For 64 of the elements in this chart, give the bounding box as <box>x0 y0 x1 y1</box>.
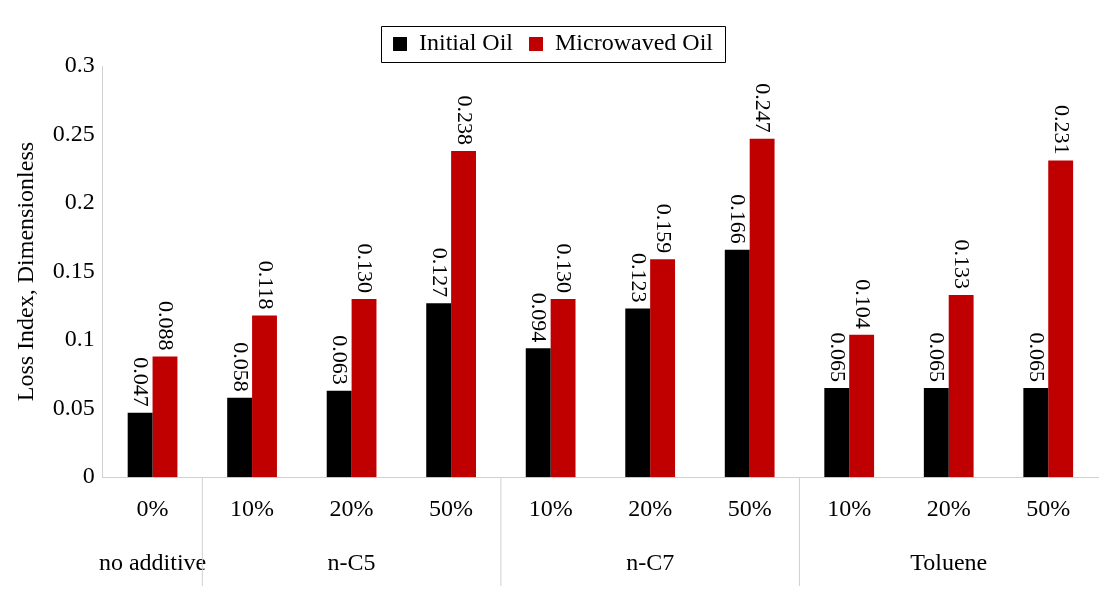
x-tick-label: 10% <box>528 494 573 521</box>
bar <box>426 303 452 478</box>
data-label: 0.118 <box>253 260 279 310</box>
data-label: 0.094 <box>527 292 553 343</box>
y-tick-label: 0 <box>82 462 95 489</box>
data-label: 0.063 <box>328 335 354 385</box>
bar <box>625 308 651 478</box>
y-tick-label: 0.1 <box>64 325 95 352</box>
x-tick-label: 10% <box>230 494 275 521</box>
bar <box>1048 160 1074 478</box>
bar <box>351 299 377 478</box>
text: Toluene <box>910 549 988 576</box>
data-label: 0.058 <box>228 342 254 392</box>
x-tick-label: 20% <box>628 494 673 521</box>
data-label: 0.065 <box>925 332 951 383</box>
bar <box>252 315 277 478</box>
bar <box>749 138 775 478</box>
bar <box>724 249 750 478</box>
x-tick-label: 20% <box>926 494 971 521</box>
text: n-C5 <box>327 549 376 576</box>
data-label: 0.127 <box>427 247 453 298</box>
data-label: 0.231 <box>1049 105 1075 155</box>
x-tick-label: 0% <box>136 494 169 521</box>
text: n-C7 <box>626 549 675 576</box>
data-label: 0.133 <box>950 239 976 289</box>
data-label: 0.088 <box>154 301 180 351</box>
bar <box>550 299 576 478</box>
data-label: 0.047 <box>129 357 155 407</box>
text: no additive <box>98 549 207 576</box>
bar <box>525 348 551 478</box>
x-tick-label: 50% <box>1026 494 1071 521</box>
data-label: 0.159 <box>651 203 677 254</box>
bar <box>824 388 850 478</box>
bar <box>326 390 352 478</box>
data-label: 0.065 <box>1025 332 1051 383</box>
bar <box>127 412 153 478</box>
data-label: 0.247 <box>751 83 777 133</box>
bar <box>451 150 476 478</box>
bar <box>650 259 676 478</box>
y-tick-label: 0.3 <box>64 51 95 78</box>
x-tick-label: 10% <box>827 494 872 521</box>
data-label: 0.130 <box>552 243 578 294</box>
data-label: 0.123 <box>626 253 652 303</box>
data-label: 0.130 <box>353 243 379 294</box>
y-axis-title: Loss Index, Dimensionless <box>11 141 38 402</box>
x-tick-label: 50% <box>727 494 772 521</box>
y-tick-label: 0.15 <box>52 256 95 283</box>
y-tick-label: 0.25 <box>52 119 95 146</box>
data-label: 0.065 <box>825 332 851 383</box>
bar <box>152 356 178 478</box>
bar <box>948 294 974 478</box>
data-label: 0.238 <box>452 95 478 145</box>
bar <box>1023 388 1049 478</box>
x-tick-label: 20% <box>329 494 374 521</box>
bar <box>227 397 253 478</box>
y-tick-label: 0.05 <box>52 393 95 420</box>
y-tick-label: 0.2 <box>64 188 95 215</box>
x-tick-label: 50% <box>429 494 474 521</box>
legend-label: Initial Oil <box>419 29 514 56</box>
legend-label: Microwaved Oil <box>555 29 714 56</box>
data-label: 0.104 <box>850 279 876 329</box>
bar <box>923 388 949 478</box>
bar <box>849 334 875 478</box>
data-label: 0.166 <box>726 194 752 244</box>
